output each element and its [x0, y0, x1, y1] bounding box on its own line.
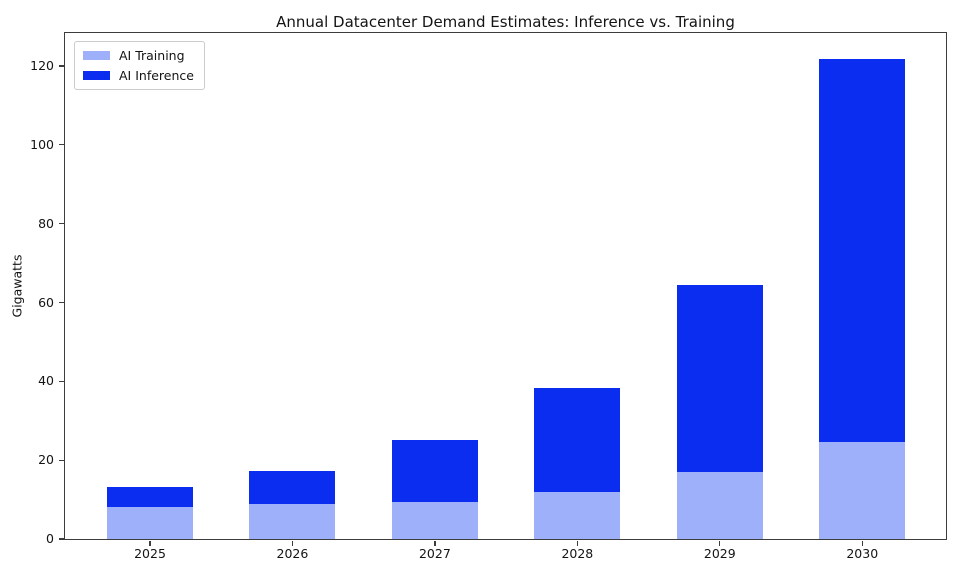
- x-tick-2026: [291, 540, 294, 546]
- y-tick-label-0: 0: [46, 531, 54, 546]
- y-tick-label-100: 100: [30, 136, 54, 152]
- legend-label-ai-inference: AI Inference: [119, 68, 194, 83]
- y-tick-label-80: 80: [38, 215, 54, 231]
- x-tick-2030: [861, 540, 863, 546]
- legend-label-ai-training: AI Training: [119, 48, 185, 63]
- bar-2025-ai-training: [107, 507, 193, 539]
- bar-2030-ai-training: [819, 442, 906, 539]
- x-tick-label-2025: 2025: [134, 546, 166, 561]
- x-tick-label-2028: 2028: [561, 546, 594, 561]
- y-tick-label-20: 20: [38, 452, 54, 468]
- plot-area: AI Training AI Inference: [64, 32, 947, 540]
- bar-2025-ai-inference: [107, 486, 193, 508]
- bar-2026-ai-inference: [249, 470, 336, 504]
- y-tick-80: [58, 223, 64, 225]
- legend-swatch-ai-inference: [83, 71, 110, 80]
- y-tick-40: [58, 380, 64, 382]
- y-tick-20: [58, 459, 64, 461]
- x-tick-label-2026: 2026: [276, 546, 309, 561]
- x-tick-2028: [576, 540, 578, 546]
- legend: AI Training AI Inference: [74, 41, 205, 90]
- y-tick-label-120: 120: [30, 58, 54, 73]
- legend-entry-ai-inference: AI Inference: [83, 68, 194, 83]
- y-tick-label-60: 60: [38, 294, 54, 310]
- x-tick-label-2029: 2029: [703, 546, 736, 561]
- bar-2028-ai-inference: [534, 388, 621, 492]
- y-tick-label-40: 40: [38, 373, 54, 389]
- x-tick-label-2030: 2030: [846, 546, 879, 561]
- y-tick-0: [58, 538, 64, 540]
- bar-2026-ai-training: [249, 503, 336, 539]
- x-tick-2027: [434, 540, 436, 546]
- y-tick-100: [58, 144, 64, 146]
- bar-2027-ai-inference: [391, 440, 478, 502]
- bar-2030-ai-inference: [819, 58, 906, 443]
- bar-2029-ai-inference: [676, 284, 763, 472]
- bar-2028-ai-training: [534, 491, 621, 539]
- y-tick-120: [58, 65, 64, 67]
- x-tick-2029: [719, 540, 721, 546]
- bar-2029-ai-training: [676, 471, 763, 539]
- bar-2027-ai-training: [391, 501, 478, 539]
- legend-entry-ai-training: AI Training: [83, 48, 194, 63]
- chart-title: Annual Datacenter Demand Estimates: Infe…: [276, 13, 735, 31]
- x-tick-label-2027: 2027: [418, 546, 451, 561]
- y-tick-60: [58, 301, 64, 304]
- legend-swatch-ai-training: [83, 51, 110, 60]
- x-tick-2025: [149, 540, 151, 546]
